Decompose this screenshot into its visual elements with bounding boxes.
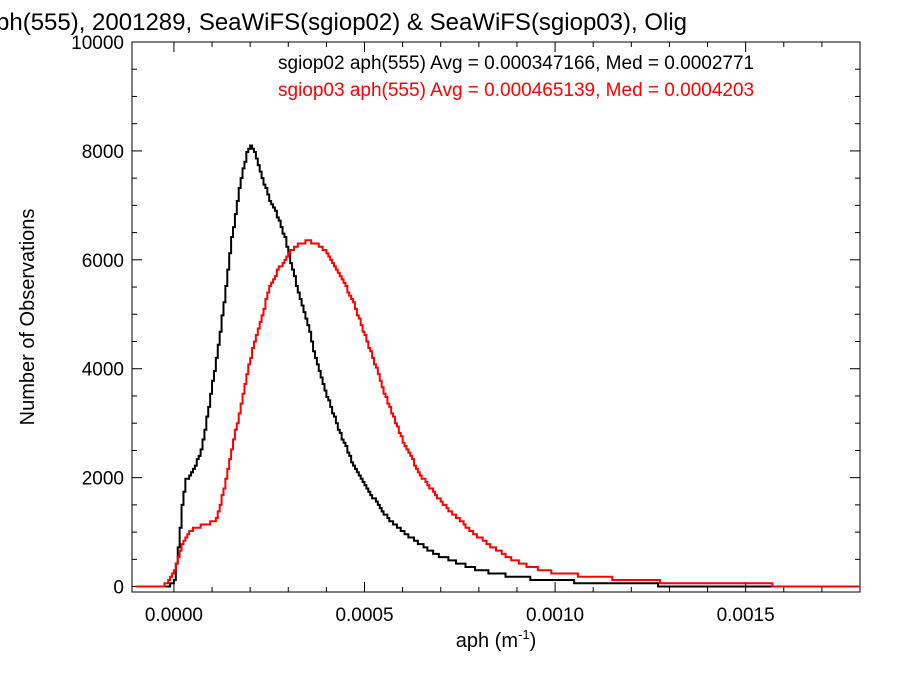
y-tick-label: 6000 [82,251,124,272]
x-axis-title-main: aph (m [456,630,518,652]
chart-title: ph(555), 2001289, SeaWiFS(sgiop02) & Sea… [0,9,687,36]
y-tick-label: 0 [113,578,124,599]
y-axis-title: Number of Observations [17,209,39,426]
x-tick-label: 0.0005 [335,605,393,626]
series-lines [135,144,860,588]
y-tick-label: 2000 [82,469,124,490]
plot-area-frame [131,41,861,593]
x-axis-title-close: ) [530,630,537,652]
axis-ticks: 0.0000 0.0005 0.0010 0.0015 0 2000 4000 6000 800… [71,33,861,626]
series-line-sgiop03 [135,239,860,588]
legend-entry-sgiop02: sgiop02 aph(555) Avg = 0.000347166, Med … [278,53,754,74]
y-tick-label: 4000 [82,360,124,381]
x-tick-label: 0.0015 [717,605,775,626]
y-tick-label: 8000 [82,142,124,163]
x-axis-title: aph (m-1) [456,627,536,652]
legend: sgiop02 aph(555) Avg = 0.000347166, Med … [278,53,754,101]
series-line-sgiop02 [135,144,860,588]
x-tick-label: 0.0000 [145,605,203,626]
y-tick-label: 10000 [71,33,124,54]
legend-entry-sgiop03: sgiop03 aph(555) Avg = 0.000465139, Med … [278,80,754,101]
x-tick-label: 0.0010 [526,605,584,626]
x-axis-title-exponent: -1 [518,627,530,642]
